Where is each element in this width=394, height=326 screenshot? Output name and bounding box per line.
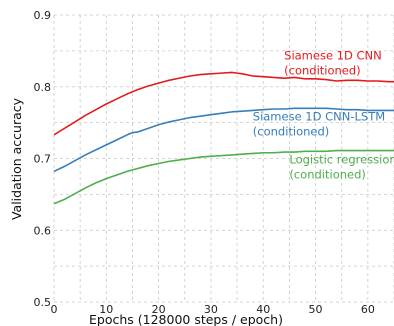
y-tick-label: 0.6 [34,224,52,237]
x-tick-label: 40 [256,303,270,316]
x-tick-label: 30 [204,303,218,316]
series-label-1: Siamese 1D CNN-LSTM (conditioned) [253,109,385,138]
series-layer [53,71,394,205]
series-label-line: (conditioned) [289,168,366,182]
series-labels-layer: Siamese 1D CNN (conditioned)Siamese 1D CN… [253,48,394,181]
x-tick-label: 20 [152,303,166,316]
series-label-line: Logistic regression [289,153,394,167]
series-label-line: (conditioned) [253,124,330,138]
x-axis-label: Epochs (128000 steps / epoch) [89,312,283,326]
series-label-line: Siamese 1D CNN-LSTM [253,109,385,123]
x-tick-label: 50 [309,303,323,316]
x-tick-label: 0 [51,303,58,316]
grid-layer [53,14,394,303]
y-tick-label: 0.9 [34,9,52,22]
series-label-line: Siamese 1D CNN [284,48,382,62]
y-tick-label: 0.8 [34,81,52,94]
y-tick-label: 0.5 [34,296,52,309]
series-line-2 [53,149,394,205]
series-line-0 [53,71,394,136]
tick-labels-layer: 0 10 20 30 40 50 60 0.5 0.6 0.7 0.8 0.9 [34,9,375,316]
series-label-0: Siamese 1D CNN (conditioned) [284,48,382,77]
y-axis-label: Validation accuracy [9,97,24,220]
series-label-line: (conditioned) [284,63,361,77]
series-label-2: Logistic regression (conditioned) [289,153,394,182]
x-tick-label: 10 [99,303,113,316]
y-tick-label: 0.7 [34,153,52,166]
x-tick-label: 60 [361,303,375,316]
series-line-1 [53,107,394,173]
